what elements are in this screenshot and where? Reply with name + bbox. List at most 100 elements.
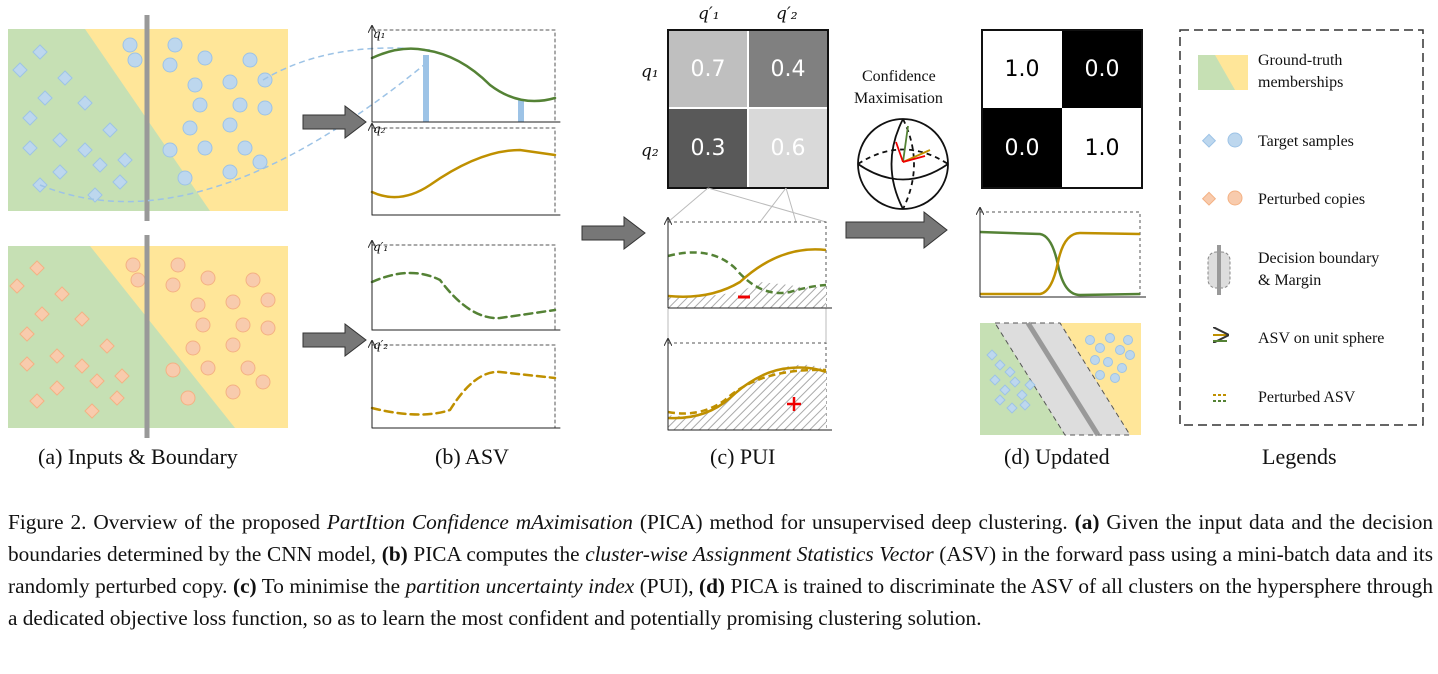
target-sample-circle xyxy=(182,120,198,136)
target-sample-diamond xyxy=(52,164,68,180)
updated-sample xyxy=(1103,357,1113,367)
caption-segment: (a) xyxy=(1074,510,1100,534)
perturbed-sample-diamond xyxy=(9,278,25,294)
perturbed-sample-circle xyxy=(200,270,216,286)
updated-sample xyxy=(1024,379,1036,391)
perturbed-sample-diamond xyxy=(29,260,45,276)
target-sample-diamond xyxy=(102,122,118,138)
updated-sample xyxy=(1105,333,1115,343)
updated-sample xyxy=(1095,370,1105,380)
pui-cell-1-1: 0.7 xyxy=(690,56,726,82)
updated-plot xyxy=(980,208,1146,298)
legend-text: & Margin xyxy=(1258,272,1322,289)
pui-plot-negative xyxy=(668,218,832,309)
target-sample-circle xyxy=(252,154,268,170)
perturbed-sample-circle xyxy=(195,317,211,333)
legend-ground-truth: Ground-truth memberships xyxy=(1258,50,1343,94)
target-sample-diamond xyxy=(77,95,93,111)
caption-segment: (ASV) in the forward pass using a mini-b… xyxy=(8,542,1433,598)
target-sample-diamond xyxy=(12,62,28,78)
caption-segment: (d) xyxy=(699,574,726,598)
legend-box xyxy=(1179,29,1424,426)
perturbed-sample-circle xyxy=(260,320,276,336)
asv-plot-q1 xyxy=(372,26,561,123)
figure-caption: Figure 2. Overview of the proposed PartI… xyxy=(8,506,1433,634)
target-sample-diamond xyxy=(57,70,73,86)
zoom-dashed-lines xyxy=(39,47,431,203)
target-sample-circle xyxy=(122,37,138,53)
perturbed-sample-circle xyxy=(170,257,186,273)
subcaption-b: (b) ASV xyxy=(435,444,509,469)
updated-sample xyxy=(1085,335,1095,345)
target-sample-circle xyxy=(222,74,238,90)
target-sample-diamond xyxy=(32,44,48,60)
perturbed-sample-circle xyxy=(130,272,146,288)
perturbed-sample-circle xyxy=(245,272,261,288)
unit-sphere-icon xyxy=(857,118,949,210)
updated-sample xyxy=(1095,343,1105,353)
caption-segment: (PUI), xyxy=(634,574,699,598)
perturbed-sample-diamond xyxy=(19,356,35,372)
subcaption-a: (a) Inputs & Boundary xyxy=(38,444,238,469)
pui-plot-positive xyxy=(668,339,832,431)
col-label-q1-prime: q′₁ xyxy=(698,4,720,24)
plot-label-q2-prime: q′₂ xyxy=(373,338,389,352)
subcaption-legends: Legends xyxy=(1262,444,1337,469)
matrix-zoom-lines xyxy=(667,187,827,343)
pui-cell-2-1: 0.3 xyxy=(690,135,726,161)
updated-sample xyxy=(1009,376,1021,388)
caption-segment: (PICA) method for unsupervised deep clus… xyxy=(632,510,1075,534)
legend-text: Decision boundary xyxy=(1258,250,1380,267)
updated-sample xyxy=(989,374,1001,386)
perturbed-sample-circle xyxy=(190,297,206,313)
target-sample-circle xyxy=(232,97,248,113)
perturbed-sample-diamond xyxy=(89,373,105,389)
target-sample-diamond xyxy=(77,142,93,158)
updated-sample xyxy=(1006,402,1018,414)
pui-cell-2-2: 0.6 xyxy=(770,135,806,161)
perturbed-sample-circle xyxy=(225,294,241,310)
target-sample-diamond xyxy=(52,132,68,148)
perturbed-sample-circle xyxy=(180,390,196,406)
legend-perturbed-copies: Perturbed copies xyxy=(1258,191,1366,208)
target-sample-circle xyxy=(162,142,178,158)
asv-plot-q2 xyxy=(372,124,561,216)
updated-sample xyxy=(1125,350,1135,360)
updated-sample xyxy=(986,349,998,361)
perturbed-sample-circle xyxy=(165,362,181,378)
updated-sample xyxy=(1115,345,1125,355)
perturbed-sample-diamond xyxy=(19,326,35,342)
perturbed-sample-diamond xyxy=(74,311,90,327)
legend-decision-boundary: Decision boundary & Margin xyxy=(1258,248,1379,292)
perturbed-sample-diamond xyxy=(74,358,90,374)
plot-label-q1: q₁ xyxy=(373,27,386,41)
plot-label-q1-prime: q′₁ xyxy=(373,240,389,254)
perturbed-sample-diamond xyxy=(114,368,130,384)
target-sample-circle xyxy=(237,140,253,156)
legend-icons xyxy=(1198,55,1248,402)
caption-segment: (b) xyxy=(381,542,408,566)
caption-segment: PICA computes the xyxy=(407,542,586,566)
caption-segment: (c) xyxy=(232,574,257,598)
perturbed-sample-diamond xyxy=(29,393,45,409)
target-sample-circle xyxy=(197,50,213,66)
figure-graphics xyxy=(8,15,1424,438)
caption-segment: To minimise the xyxy=(256,574,406,598)
caption-segment: PartItion Confidence mAximisation xyxy=(326,510,633,534)
target-sample-circle xyxy=(127,52,143,68)
perturbed-sample-diamond xyxy=(49,348,65,364)
pui-cell-1-2: 0.4 xyxy=(770,56,806,82)
perturbed-sample-diamond xyxy=(54,286,70,302)
updated-sample xyxy=(1117,363,1127,373)
perturbed-sample-circle xyxy=(235,317,251,333)
caption-segment: cluster-wise Assignment Statistics Vecto… xyxy=(585,542,934,566)
legend-asv: ASV on unit sphere xyxy=(1258,330,1385,347)
perturbed-sample-circle xyxy=(260,292,276,308)
target-sample-diamond xyxy=(37,90,53,106)
asv-plot-q2-prime xyxy=(372,341,561,429)
updated-sample xyxy=(1016,389,1028,401)
pui-matrix xyxy=(667,29,829,189)
subcaption-c: (c) PUI xyxy=(710,444,776,469)
legend-text: Ground-truth xyxy=(1258,52,1343,69)
updated-sample xyxy=(994,394,1006,406)
